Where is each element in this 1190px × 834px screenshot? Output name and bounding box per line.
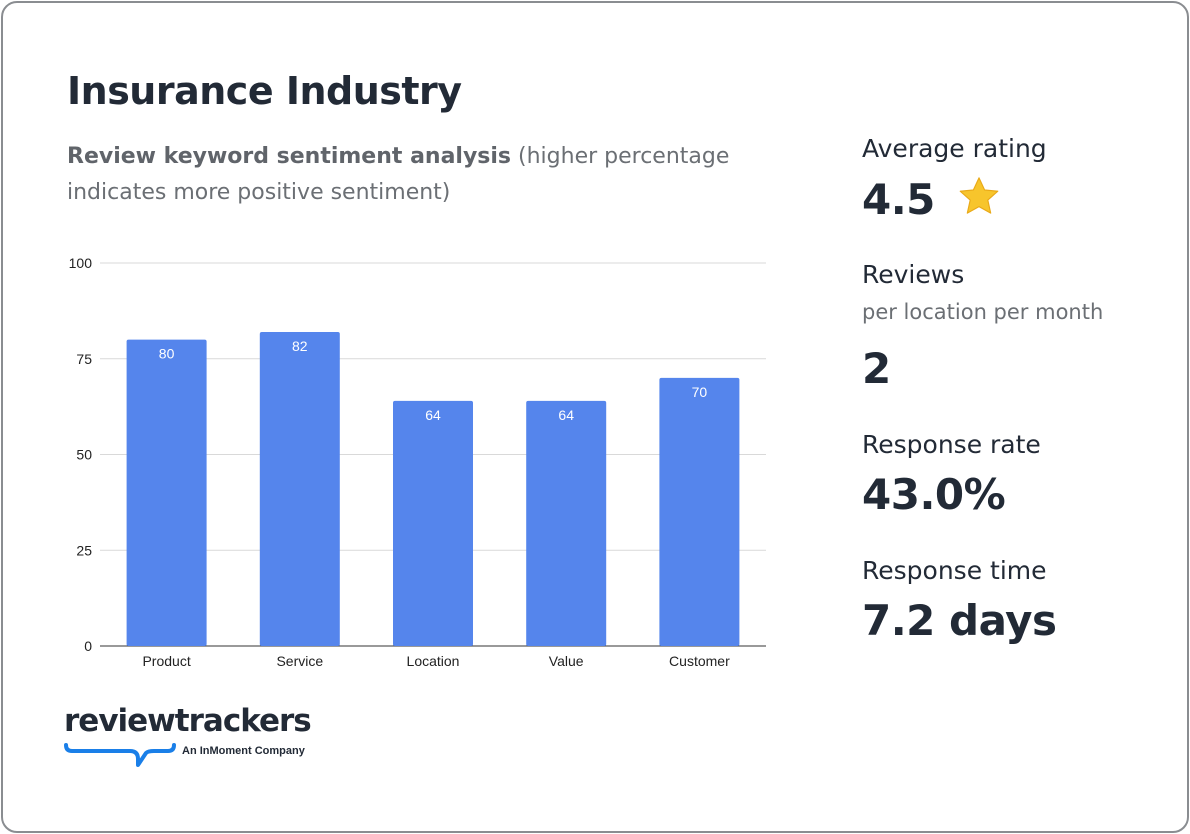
star-icon xyxy=(959,177,999,214)
x-tick-label: Customer xyxy=(669,653,730,669)
logo-tagline: An InMoment Company xyxy=(182,745,305,757)
y-tick-label: 50 xyxy=(76,447,92,463)
average-rating-label: Average rating xyxy=(862,134,1047,163)
response-time-value: 7.2 days xyxy=(862,596,1057,645)
bar-chart: 0 25 50 75 100 80 Product 82 Service 64 Location 64… xyxy=(69,255,766,669)
response-rate-value: 43.0% xyxy=(862,470,1006,519)
response-rate-label: Response rate xyxy=(862,430,1041,459)
average-rating-value: 4.5 xyxy=(862,174,1003,224)
logo-wordmark: reviewtrackers xyxy=(64,703,312,739)
bar xyxy=(526,400,607,646)
x-tick-label: Value xyxy=(549,653,584,669)
response-time-label: Response time xyxy=(862,556,1047,585)
speech-bubble-icon xyxy=(64,743,176,767)
x-tick-label: Product xyxy=(142,653,190,669)
bar xyxy=(393,400,473,646)
y-tick-label: 0 xyxy=(84,638,92,654)
bar xyxy=(126,339,207,646)
bar xyxy=(259,331,340,646)
y-tick-label: 75 xyxy=(76,351,92,367)
data-label: 70 xyxy=(692,384,708,400)
data-label: 64 xyxy=(425,407,441,423)
bar xyxy=(659,377,740,646)
subtitle-rest: (higher percentage indicates more positi… xyxy=(67,144,730,205)
average-rating-number: 4.5 xyxy=(862,175,935,224)
reviewtrackers-logo: reviewtrackers An InMoment Company xyxy=(64,703,312,767)
chart-subtitle: Review keyword sentiment analysis (highe… xyxy=(67,139,747,211)
data-label: 82 xyxy=(292,338,308,354)
x-tick-label: Service xyxy=(276,653,323,669)
reviews-label: Reviews xyxy=(862,260,965,289)
x-tick-label: Location xyxy=(407,653,460,669)
page-title: Insurance Industry xyxy=(67,69,462,113)
reviews-value: 2 xyxy=(862,344,891,393)
subtitle-bold: Review keyword sentiment analysis xyxy=(67,144,512,169)
y-tick-label: 25 xyxy=(76,542,92,558)
data-label: 80 xyxy=(159,346,175,362)
data-label: 64 xyxy=(558,407,574,423)
y-tick-label: 100 xyxy=(69,255,93,271)
reviews-sublabel: per location per month xyxy=(862,300,1104,324)
